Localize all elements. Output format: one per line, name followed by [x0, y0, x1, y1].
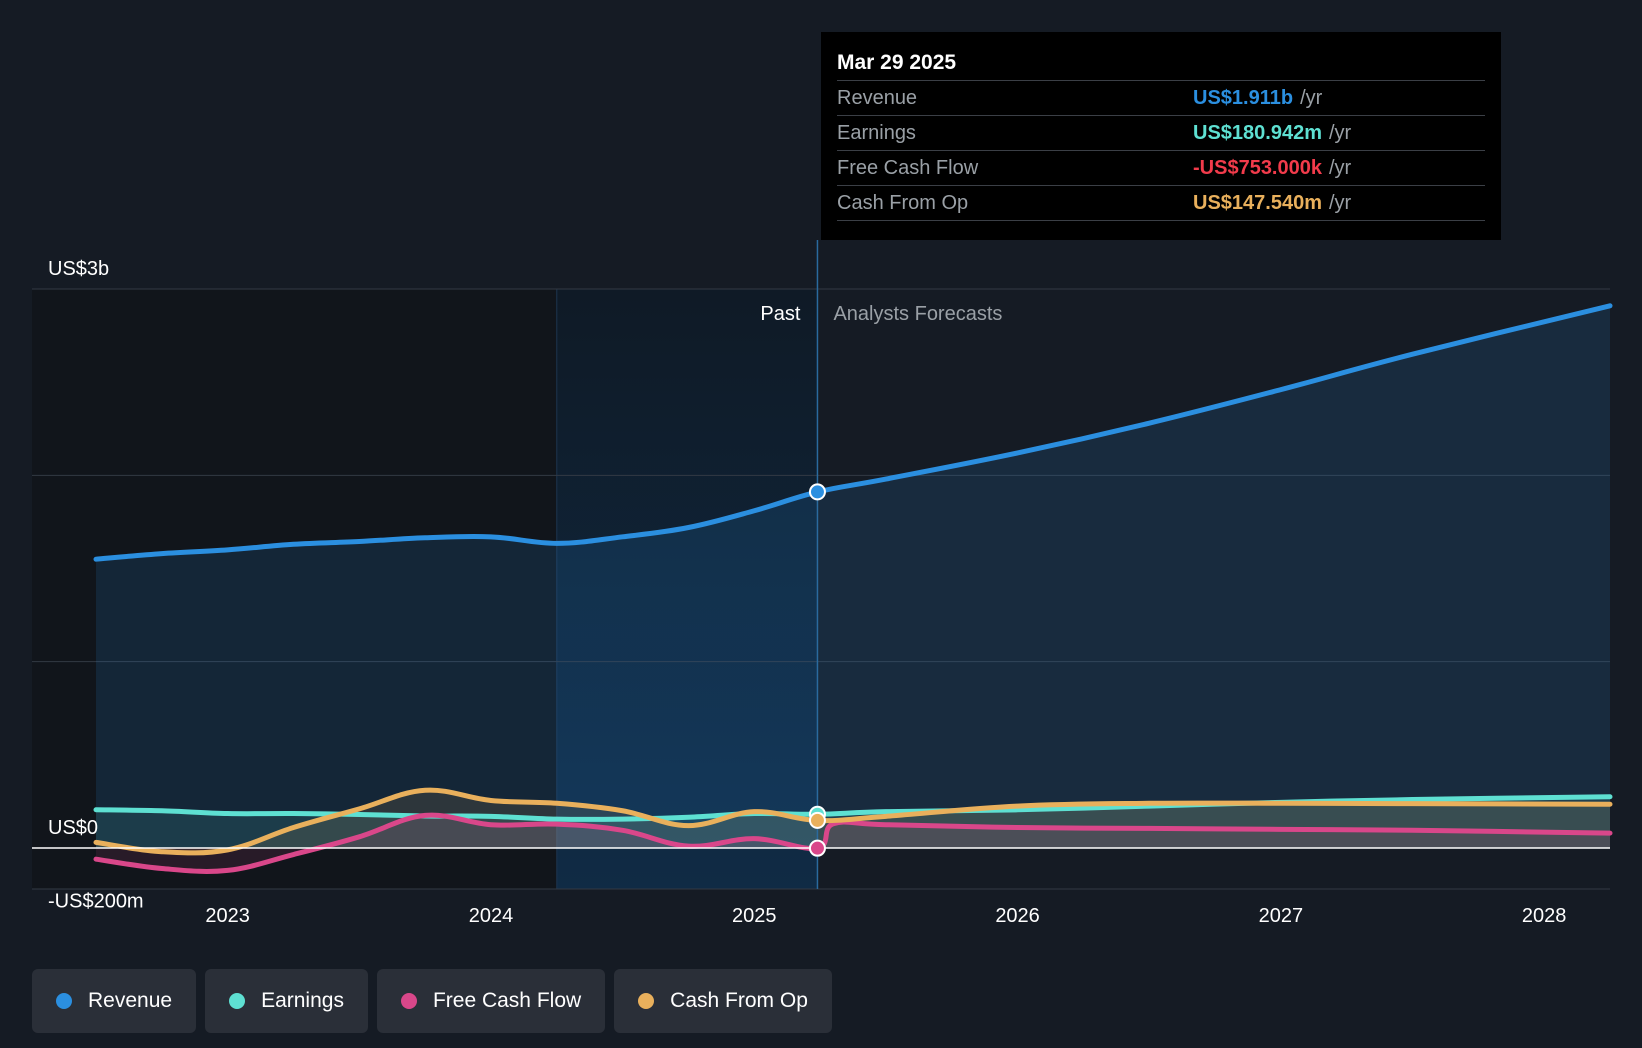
legend-label: Earnings — [261, 989, 344, 1012]
tooltip-series-name: Free Cash Flow — [837, 157, 979, 179]
x-tick-label: 2028 — [1522, 905, 1567, 927]
legend-label: Free Cash Flow — [432, 989, 582, 1012]
series-lines — [32, 240, 1613, 889]
hover-markers — [808, 483, 826, 857]
tooltip-series-unit: /yr — [1328, 122, 1352, 144]
revenue-line — [93, 303, 1613, 562]
y-axis-label: US$0 — [48, 817, 98, 839]
chart-legend: Revenue Earnings Free Cash Flow Cash Fro… — [32, 969, 832, 1033]
x-tick-label: 2024 — [469, 905, 514, 927]
free-cash-flow-hover-marker — [808, 839, 826, 857]
cash-from-op-hover-marker — [808, 811, 826, 829]
tooltip-series-value: US$1.911b — [1193, 87, 1294, 109]
tooltip-series-unit: /yr — [1328, 157, 1352, 179]
tooltip-series-unit: /yr — [1300, 87, 1323, 109]
past-highlight-region — [556, 289, 818, 889]
legend-item-revenue[interactable]: Revenue — [32, 969, 197, 1033]
free-cash-flow-line — [93, 812, 1613, 874]
past-region — [32, 289, 557, 889]
chart: US$3b US$0 -US$200m 2023 2024 2025 2026 2027 202… — [32, 240, 1613, 927]
tooltip-series-value: -US$753.000k — [1193, 157, 1322, 179]
tooltip-series-value: US$180.942m — [1193, 122, 1322, 144]
past-label: Past — [760, 303, 800, 325]
tooltip-row-earnings: Earnings US$180.942m /yr — [837, 115, 1485, 150]
legend-label: Cash From Op — [670, 989, 808, 1012]
hover-tooltip: Mar 29 2025 Revenue US$1.911b /yr Earnin… — [821, 32, 1501, 240]
tooltip-series-unit: /yr — [1328, 192, 1352, 214]
revenue-area — [96, 305, 1610, 848]
free-cash-flow-dot-icon — [400, 993, 417, 1009]
tooltip-series-name: Cash From Op — [837, 192, 969, 214]
revenue-hover-marker — [808, 483, 826, 501]
tooltip-series-value: US$147.540m — [1193, 192, 1322, 214]
cash-from-op-line — [93, 787, 1613, 856]
x-tick-label: 2027 — [1259, 905, 1304, 927]
tooltip-series-name: Revenue — [837, 87, 918, 109]
forecast-label: Analysts Forecasts — [833, 303, 1002, 325]
legend-item-cash-from-op[interactable]: Cash From Op — [614, 969, 832, 1033]
earnings-dot-icon — [229, 993, 246, 1009]
tooltip-row-revenue: Revenue US$1.911b /yr — [837, 80, 1485, 115]
x-tick-label: 2026 — [995, 905, 1040, 927]
gridlines — [32, 288, 1610, 890]
chart-background — [32, 289, 818, 889]
legend-label: Revenue — [88, 989, 173, 1012]
legend-item-earnings[interactable]: Earnings — [205, 969, 368, 1033]
tooltip-date: Mar 29 2025 — [837, 51, 957, 74]
y-axis-label: US$3b — [48, 258, 109, 280]
y-axis-label: -US$200m — [48, 890, 144, 912]
axis-labels: US$3b US$0 -US$200m 2023 2024 2025 2026 2027 202… — [48, 258, 1566, 927]
tooltip-row-cash-from-op: Cash From Op US$147.540m /yr — [837, 185, 1485, 221]
x-tick-label: 2025 — [732, 905, 777, 927]
tooltip-row-free-cash-flow: Free Cash Flow -US$753.000k /yr — [837, 150, 1485, 185]
legend-item-free-cash-flow[interactable]: Free Cash Flow — [376, 969, 606, 1033]
tooltip-series-name: Earnings — [837, 122, 916, 144]
revenue-dot-icon — [56, 993, 72, 1009]
x-tick-label: 2023 — [205, 905, 250, 927]
cash-from-op-dot-icon — [638, 993, 655, 1009]
